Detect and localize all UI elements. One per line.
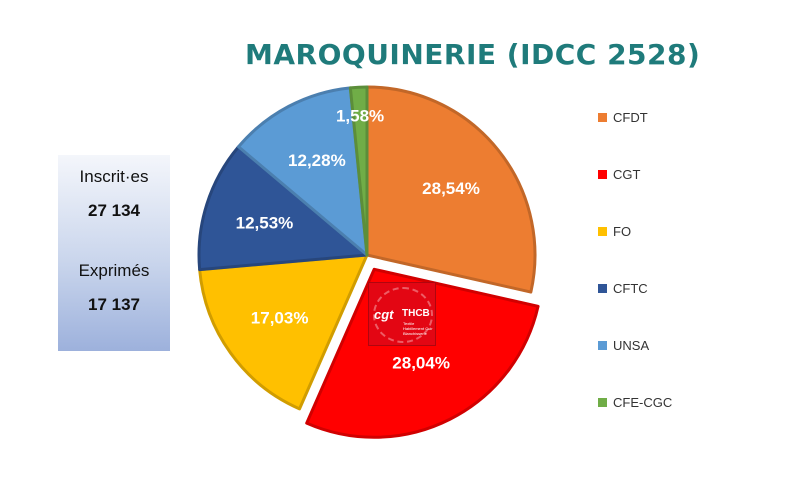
legend-label: UNSA [613, 338, 650, 353]
legend-label: CFDT [613, 110, 648, 125]
data-label-unsa: 12,28% [288, 151, 346, 170]
legend-label: CGT [613, 167, 641, 182]
data-label-cfe-cgc: 1,58% [336, 107, 384, 126]
legend-swatch [598, 341, 607, 351]
exprimes-value: 17 137 [88, 295, 140, 314]
inscrits-value: 27 134 [88, 201, 140, 220]
stats-box: Inscrit·es 27 134 Exprimés 17 137 [58, 155, 170, 351]
chart-title: MAROQUINERIE (IDCC 2528) [245, 38, 701, 71]
logo-cgt-text: cgt [374, 307, 394, 322]
legend-item-cfe-cgc: CFE-CGC [598, 395, 672, 410]
pie-slice-fo [198, 253, 369, 411]
legend-swatch [598, 398, 607, 408]
legend-swatch [598, 170, 607, 180]
data-label-cftc: 12,53% [236, 214, 294, 233]
legend-item-cgt: CGT [598, 167, 640, 182]
legend-swatch [598, 113, 607, 123]
legend-swatch [598, 227, 607, 237]
data-label-cgt: 28,04% [392, 353, 450, 372]
data-label-cfdt: 28,54% [422, 179, 480, 198]
legend-label: CFTC [613, 281, 648, 296]
data-label-fo: 17,03% [251, 309, 309, 328]
pie-slice-cftc [197, 145, 369, 272]
pie-slice-cfe-cgc [348, 85, 369, 257]
pie-slice-cfdt [365, 85, 537, 294]
pie-slice-unsa [237, 86, 369, 257]
logo-thcb-text: THCB [402, 308, 430, 319]
exprimes-label: Exprimés [78, 261, 150, 280]
legend-item-cfdt: CFDT [598, 110, 648, 125]
legend-item-unsa: UNSA [598, 338, 649, 353]
logo-swirl-icon [373, 287, 433, 343]
pie-slice-cgt [305, 267, 540, 439]
logo-subtitle: Textile Habillement Cuir Blanchisserie [403, 321, 433, 336]
cgt-thcb-logo: cgt THCB Textile Habillement Cuir Blanch… [368, 282, 436, 346]
inscrits-label: Inscrit·es [79, 167, 149, 186]
legend-swatch [598, 284, 607, 294]
legend-item-fo: FO [598, 224, 631, 239]
legend-label: FO [613, 224, 632, 239]
legend-label: CFE-CGC [613, 395, 673, 410]
legend-item-cftc: CFTC [598, 281, 648, 296]
